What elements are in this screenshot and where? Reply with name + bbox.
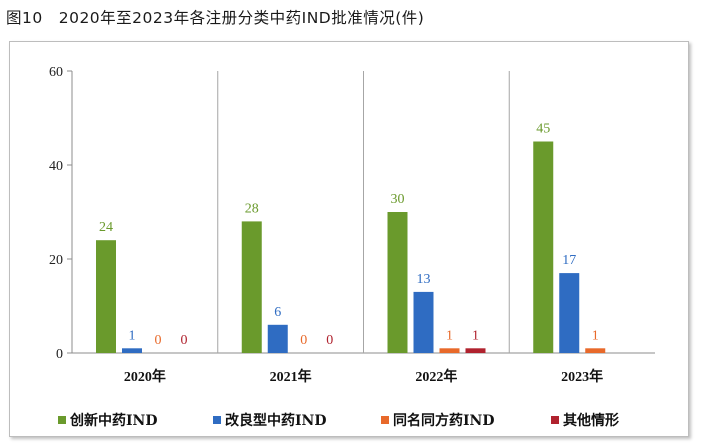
data-label: 17 — [562, 253, 576, 268]
category-label: 2022年 — [415, 368, 457, 385]
figure-title: 图10 2020年至2023年各注册分类中药IND批准情况(件) — [6, 9, 425, 27]
bar-3-4 — [585, 348, 606, 353]
bar-2-4 — [559, 273, 580, 353]
legend-label: 改良型中药IND — [225, 412, 327, 429]
category-label: 2021年 — [270, 368, 312, 385]
bar-3-3 — [439, 348, 460, 353]
data-label: 0 — [326, 333, 333, 348]
data-label: 1 — [592, 328, 599, 343]
data-label: 0 — [181, 333, 188, 348]
legend-label: 创新中药IND — [69, 412, 158, 429]
data-label: 0 — [155, 333, 162, 348]
bar-1-3 — [387, 212, 408, 353]
data-label: 13 — [417, 272, 431, 287]
y-tick-label: 40 — [49, 159, 63, 174]
chart-frame — [9, 41, 689, 437]
data-label: 6 — [274, 305, 281, 320]
bar-2-2 — [267, 324, 288, 353]
bar-1-4 — [533, 141, 554, 353]
bar-4-3 — [465, 348, 486, 353]
data-label: 1 — [446, 328, 453, 343]
data-label: 24 — [99, 220, 113, 235]
legend-swatch — [381, 416, 389, 424]
category-label: 2020年 — [124, 368, 166, 385]
data-label: 45 — [536, 122, 550, 137]
legend-label: 同名同方药IND — [393, 412, 495, 429]
data-label: 0 — [300, 333, 307, 348]
bar-2-3 — [413, 291, 434, 353]
bar-1-2 — [241, 221, 262, 353]
data-label: 30 — [391, 192, 405, 207]
y-tick-label: 20 — [49, 253, 63, 268]
legend-label: 其他情形 — [563, 412, 619, 429]
y-tick-label: 60 — [49, 65, 63, 80]
data-label: 1 — [472, 328, 479, 343]
category-label: 2023年 — [561, 368, 603, 385]
bar-2-1 — [122, 348, 142, 353]
legend-swatch — [58, 416, 66, 424]
y-tick-label: 0 — [56, 347, 63, 362]
bar-1-1 — [96, 240, 116, 353]
legend-swatch — [551, 416, 559, 424]
data-label: 1 — [129, 328, 136, 343]
data-label: 28 — [245, 201, 259, 216]
legend-swatch — [213, 416, 221, 424]
